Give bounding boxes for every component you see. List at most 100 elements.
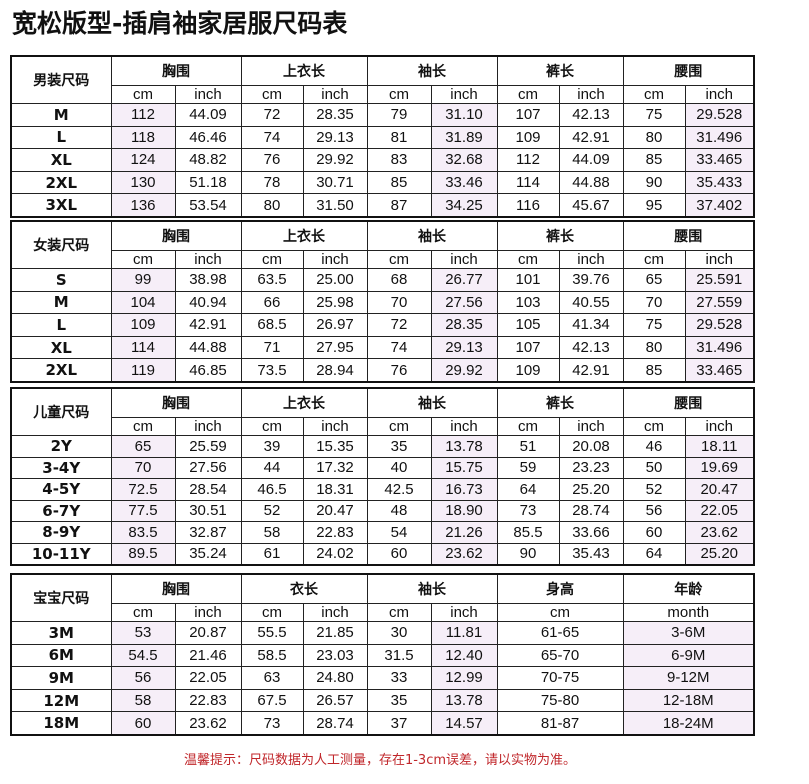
page-title: 宽松版型-插肩袖家居服尺码表: [12, 9, 348, 38]
value-cell: 48.82: [174, 148, 242, 172]
value-cell: 21.46: [174, 643, 242, 668]
value-cell: 73.5: [240, 358, 304, 383]
baby-size-table: 宝宝尺码 胸围 衣长 袖长 身高 年龄 cm inch cm inch cm inch cm month 3…: [10, 573, 755, 736]
value-cell: 46.85: [174, 358, 242, 383]
value-cell: 42.91: [174, 313, 242, 337]
unit-header: inch: [302, 417, 368, 436]
size-cell: M: [10, 290, 112, 315]
value-cell: 30: [366, 621, 432, 645]
unit-header: inch: [684, 417, 755, 436]
value-cell: 14.57: [430, 711, 498, 736]
value-cell: 76: [366, 358, 432, 383]
value-cell: 114: [496, 170, 560, 195]
value-cell: 56: [110, 666, 176, 690]
table-row: 8-9Y 83.5 32.87 58 22.83 54 21.26 85.5 33.66 60 23…: [10, 521, 755, 544]
value-cell: 30.71: [302, 170, 368, 195]
table-row: 3XL 136 53.54 80 31.50 87 34.25 116 45.67 95 37.40…: [10, 193, 755, 218]
value-cell: 44.88: [174, 335, 242, 360]
value-cell: 58.5: [240, 643, 304, 668]
size-cell: 4-5Y: [10, 478, 112, 501]
value-cell: 77.5: [110, 499, 176, 522]
unit-header: inch: [430, 603, 498, 622]
value-cell: 65-70: [496, 643, 624, 668]
value-cell: 51: [496, 435, 560, 458]
value-cell: 71: [240, 335, 304, 360]
value-cell: 31.496: [684, 335, 755, 360]
value-cell: 26.97: [302, 313, 368, 337]
column-group-header: 袖长: [366, 573, 498, 604]
unit-header: inch: [302, 250, 368, 269]
value-cell: 61-65: [496, 621, 624, 645]
unit-header: inch: [430, 250, 498, 269]
size-cell: L: [10, 313, 112, 337]
value-cell: 85: [366, 170, 432, 195]
value-cell: 44.88: [558, 170, 624, 195]
unit-header: cm: [496, 250, 560, 269]
value-cell: 78: [240, 170, 304, 195]
table-row: L 118 46.46 74 29.13 81 31.89 109 42.91 80 31.496: [10, 125, 755, 150]
column-group-header: 裤长: [496, 387, 624, 418]
column-group-header: 胸围: [110, 55, 242, 86]
value-cell: 31.10: [430, 103, 498, 127]
value-cell: 30.51: [174, 499, 242, 522]
unit-header: inch: [174, 603, 242, 622]
value-cell: 33.46: [430, 170, 498, 195]
value-cell: 60: [110, 711, 176, 736]
value-cell: 64: [496, 478, 560, 501]
column-group-header: 袖长: [366, 55, 498, 86]
value-cell: 12.99: [430, 666, 498, 690]
value-cell: 46.5: [240, 478, 304, 501]
value-cell: 130: [110, 170, 176, 195]
unit-header: cm: [366, 85, 432, 104]
value-cell: 25.591: [684, 268, 755, 292]
size-cell: 12M: [10, 688, 112, 713]
value-cell: 85.5: [496, 521, 560, 544]
value-cell: 105: [496, 313, 560, 337]
size-cell: 3M: [10, 621, 112, 645]
size-cell: 8-9Y: [10, 521, 112, 544]
value-cell: 33.465: [684, 148, 755, 172]
value-cell: 39: [240, 435, 304, 458]
column-group-header: 裤长: [496, 55, 624, 86]
table-row: XL 124 48.82 76 29.92 83 32.68 112 44.09 85 33.465: [10, 148, 755, 172]
value-cell: 11.81: [430, 621, 498, 645]
value-cell: 85: [622, 358, 686, 383]
unit-header: cm: [110, 85, 176, 104]
size-column-label: 儿童尺码: [10, 387, 112, 436]
value-cell: 118: [110, 125, 176, 150]
value-cell: 65: [110, 435, 176, 458]
value-cell: 112: [496, 148, 560, 172]
column-group-header: 胸围: [110, 573, 242, 604]
value-cell: 76: [240, 148, 304, 172]
unit-header: cm: [110, 603, 176, 622]
table-row: 3M 53 20.87 55.5 21.85 30 11.81 61-65 3-6M: [10, 621, 755, 645]
value-cell: 112: [110, 103, 176, 127]
value-cell: 72: [240, 103, 304, 127]
value-cell: 79: [366, 103, 432, 127]
unit-header: cm: [496, 603, 624, 622]
value-cell: 45.67: [558, 193, 624, 218]
table-row: 9M 56 22.05 63 24.80 33 12.99 70-75 9-12M: [10, 666, 755, 690]
value-cell: 34.25: [430, 193, 498, 218]
value-cell: 25.00: [302, 268, 368, 292]
size-cell: 18M: [10, 711, 112, 736]
column-group-header: 腰围: [622, 387, 755, 418]
value-cell: 70: [622, 290, 686, 315]
size-cell: 9M: [10, 666, 112, 690]
value-cell: 116: [496, 193, 560, 218]
column-group-header: 腰围: [622, 220, 755, 251]
value-cell: 28.35: [430, 313, 498, 337]
value-cell: 27.56: [430, 290, 498, 315]
value-cell: 25.98: [302, 290, 368, 315]
value-cell: 55.5: [240, 621, 304, 645]
value-cell: 46.46: [174, 125, 242, 150]
column-group-header: 上衣长: [240, 387, 368, 418]
value-cell: 37: [366, 711, 432, 736]
value-cell: 21.26: [430, 521, 498, 544]
value-cell: 35: [366, 435, 432, 458]
value-cell: 21.85: [302, 621, 368, 645]
column-group-header: 袖长: [366, 220, 498, 251]
value-cell: 81-87: [496, 711, 624, 736]
value-cell: 64: [622, 542, 686, 566]
value-cell: 26.57: [302, 688, 368, 713]
